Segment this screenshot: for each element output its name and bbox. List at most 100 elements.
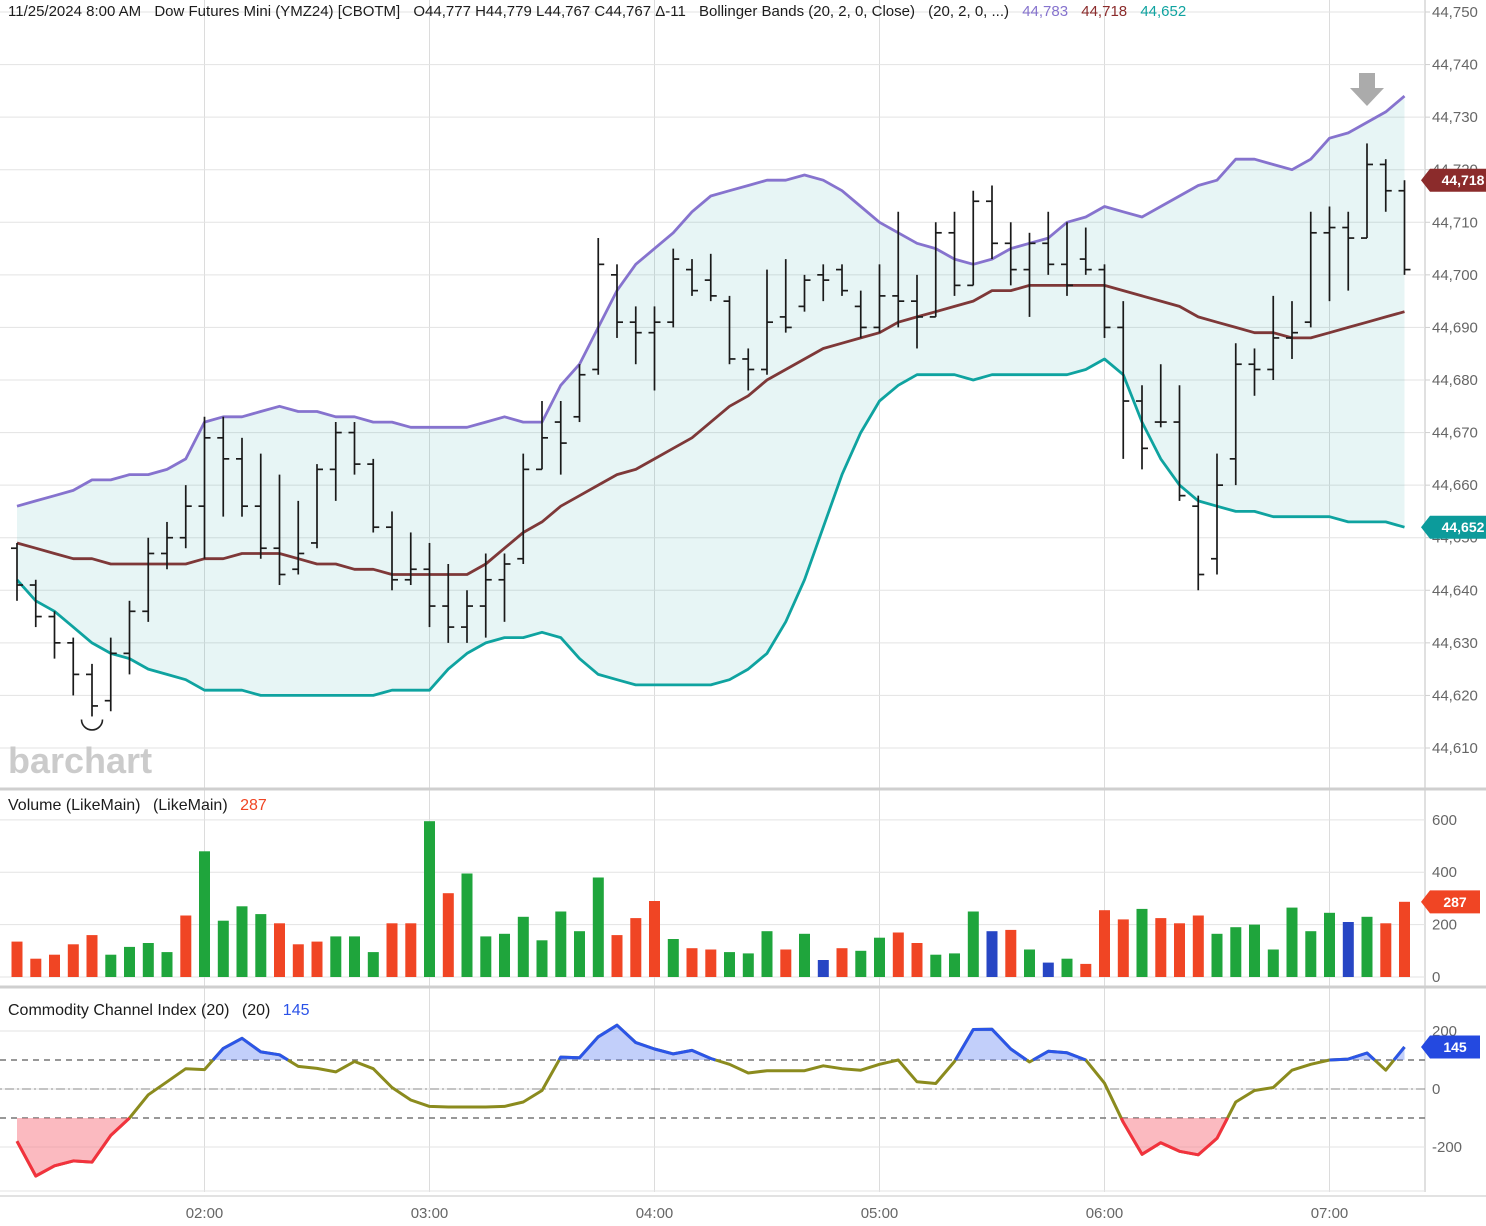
volume-bar [817,960,829,977]
volume-bar [1042,962,1054,977]
cci-line [15,1023,1406,1178]
svg-text:44,640: 44,640 [1432,582,1478,599]
price-bar [367,458,380,533]
volume-bar [1080,963,1092,977]
svg-text:44,652: 44,652 [1442,519,1485,535]
cci-title-2[interactable]: (20) [241,1002,271,1019]
volume-panel-label: Volume (LikeMain) (LikeMain) 287 [8,797,275,815]
header-indicator-params[interactable]: (20, 2, 0, ...) [928,3,1010,20]
price-bar [629,306,642,365]
bollinger-middle-band [16,283,1405,576]
volume-title[interactable]: Volume (LikeMain) [8,797,141,814]
header-datetime: 11/25/2024 8:00 AM [8,3,142,20]
price-bar [948,211,961,296]
price-bar [442,563,455,643]
price-bar [1229,343,1242,486]
volume-bar [724,952,735,977]
volume-bar [761,931,773,977]
price-bar [1173,385,1186,501]
price-bar [1023,232,1036,317]
svg-text:44,610: 44,610 [1432,740,1478,757]
volume-bar [1399,901,1410,977]
volume-bar [517,916,529,977]
price-bar [48,611,61,659]
volume-bar [930,954,942,977]
svg-text:0: 0 [1432,1081,1440,1098]
price-bar [329,422,342,501]
volume-bar [705,949,717,977]
price-bar [123,600,136,675]
price-bar [292,500,305,575]
volume-badge: 287 [1421,890,1480,914]
price-bar [1154,364,1167,428]
barchart-watermark: barchart [8,740,153,781]
price-bar [1398,180,1411,275]
volume-bar [836,948,848,977]
price-bar [892,211,905,328]
volume-bar [949,953,960,977]
volume-bar [1211,933,1223,977]
price-bar [142,537,155,622]
price-bar [479,553,492,638]
cci-badge: 145 [1421,1035,1480,1059]
svg-text:44,620: 44,620 [1432,687,1478,704]
volume-bar [1380,923,1392,977]
price-bar [536,401,548,471]
volume-title-2[interactable]: (LikeMain) [152,797,228,814]
price-bar [967,190,980,287]
price-bar [29,579,42,628]
bollinger-band-fill [17,96,1405,696]
volume-bar [236,906,248,977]
price-bar [1098,264,1111,338]
volume-bar [611,935,623,977]
volume-bar [892,932,904,977]
price-bar [761,269,773,375]
volume-bar [1324,912,1335,977]
price-bar [423,542,436,628]
volume-bar [1267,949,1279,977]
svg-text:44,630: 44,630 [1432,635,1478,652]
volume-bar [405,923,417,977]
svg-text:07:00: 07:00 [1311,1205,1349,1222]
svg-text:44,718: 44,718 [1442,172,1485,188]
svg-text:44,670: 44,670 [1432,425,1478,442]
volume-bar [367,952,379,977]
cci-title[interactable]: Commodity Channel Index (20) [8,1002,230,1019]
svg-text:600: 600 [1432,812,1457,829]
price-bar [1323,206,1336,302]
volume-bar [1249,924,1260,977]
price-bar [704,253,717,302]
svg-text:0: 0 [1432,969,1440,986]
volume-bar [1305,931,1317,977]
volume-bar [67,944,79,977]
chart-header: 11/25/2024 8:00 AM Dow Futures Mini (YMZ… [8,3,1195,20]
header-indicator-label[interactable]: Bollinger Bands (20, 2, 0, Close) [699,3,915,20]
price-bar [986,185,998,260]
session-low-arc-marker [80,719,104,731]
price-bar [554,401,567,475]
price-bar [911,274,923,349]
price-bar [1304,211,1317,328]
volume-bar [630,918,642,977]
bollinger-lower-band [15,357,1405,697]
price-bar [836,264,848,296]
svg-text:03:00: 03:00 [411,1205,449,1222]
volume-bar [180,915,192,977]
bollinger-upper-band [16,95,1406,508]
volume-bar [855,950,867,977]
price-bar [517,453,530,564]
price-bar [1079,227,1092,275]
price-bar [742,348,755,391]
price-bar [854,290,867,338]
price-bar [1267,295,1280,380]
svg-text:-200: -200 [1432,1139,1462,1156]
volume-bar [555,911,567,977]
svg-text:44,730: 44,730 [1432,109,1478,126]
volume-bar [274,923,285,977]
volume-bar [11,941,23,977]
volume-last-value: 287 [240,797,267,814]
price-bar [798,274,811,312]
volume-bar [1192,915,1204,977]
